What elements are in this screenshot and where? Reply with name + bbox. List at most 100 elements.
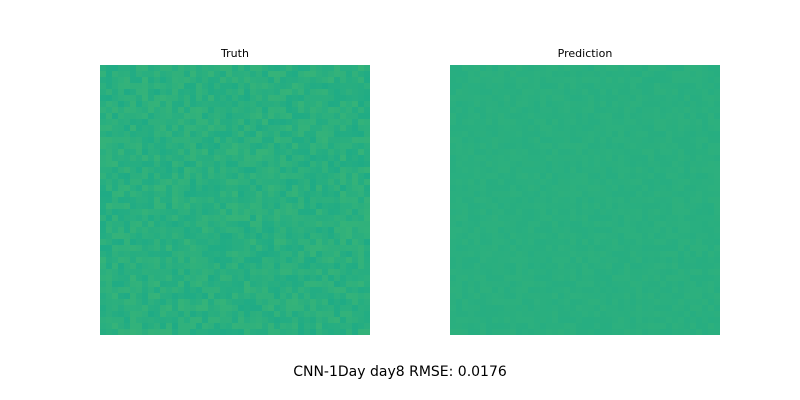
heatmap-cell bbox=[474, 71, 481, 78]
heatmap-cell bbox=[570, 71, 577, 78]
heatmap-cell bbox=[298, 287, 305, 294]
heatmap-cell bbox=[588, 197, 595, 204]
heatmap-cell bbox=[316, 233, 323, 240]
heatmap-cell bbox=[334, 95, 341, 102]
heatmap-cell bbox=[244, 83, 251, 90]
heatmap-cell bbox=[166, 155, 173, 162]
heatmap-cell bbox=[636, 221, 643, 228]
heatmap-cell bbox=[118, 269, 125, 276]
heatmap-cell bbox=[552, 311, 559, 318]
heatmap-cell bbox=[618, 125, 625, 132]
heatmap-cell bbox=[346, 83, 353, 90]
heatmap-cell bbox=[118, 233, 125, 240]
heatmap-cell bbox=[154, 95, 161, 102]
heatmap-cell bbox=[280, 185, 287, 192]
heatmap-cell bbox=[124, 77, 131, 84]
heatmap-cell bbox=[672, 77, 679, 84]
heatmap-cell bbox=[220, 305, 227, 312]
heatmap-cell bbox=[232, 185, 239, 192]
heatmap-cell bbox=[292, 299, 299, 306]
heatmap-cell bbox=[316, 83, 323, 90]
heatmap-cell bbox=[154, 233, 161, 240]
heatmap-cell bbox=[666, 185, 673, 192]
heatmap-cell bbox=[480, 167, 487, 174]
heatmap-cell bbox=[124, 119, 131, 126]
heatmap-cell bbox=[618, 305, 625, 312]
heatmap-cell bbox=[600, 269, 607, 276]
heatmap-cell bbox=[154, 203, 161, 210]
heatmap-cell bbox=[708, 101, 715, 108]
heatmap-cell bbox=[696, 113, 703, 120]
heatmap-cell bbox=[576, 197, 583, 204]
heatmap-cell bbox=[154, 317, 161, 324]
heatmap-cell bbox=[600, 155, 607, 162]
heatmap-cell bbox=[456, 203, 463, 210]
heatmap-cell bbox=[714, 281, 720, 288]
heatmap-cell bbox=[178, 149, 185, 156]
heatmap-cell bbox=[358, 83, 365, 90]
heatmap-cell bbox=[286, 251, 293, 258]
heatmap-cell bbox=[262, 275, 269, 282]
heatmap-cell bbox=[594, 215, 601, 222]
heatmap-cell bbox=[118, 71, 125, 78]
heatmap-cell bbox=[208, 263, 215, 270]
heatmap-cell bbox=[510, 185, 517, 192]
heatmap-cell bbox=[292, 179, 299, 186]
heatmap-cell bbox=[558, 137, 565, 144]
heatmap-cell bbox=[244, 323, 251, 330]
heatmap-cell bbox=[672, 161, 679, 168]
heatmap-cell bbox=[340, 317, 347, 324]
heatmap-cell bbox=[666, 227, 673, 234]
heatmap-cell bbox=[232, 221, 239, 228]
heatmap-cell bbox=[238, 83, 245, 90]
heatmap-cell bbox=[340, 89, 347, 96]
heatmap-cell bbox=[468, 209, 475, 216]
heatmap-cell bbox=[106, 251, 113, 258]
heatmap-cell bbox=[462, 311, 469, 318]
heatmap-cell bbox=[516, 131, 523, 138]
heatmap-cell bbox=[118, 197, 125, 204]
heatmap-cell bbox=[304, 113, 311, 120]
heatmap-cell bbox=[124, 155, 131, 162]
heatmap-cell bbox=[456, 221, 463, 228]
heatmap-cell bbox=[504, 203, 511, 210]
heatmap-cell bbox=[316, 65, 323, 72]
heatmap-cell bbox=[564, 77, 571, 84]
heatmap-cell bbox=[516, 203, 523, 210]
heatmap-cell bbox=[642, 329, 649, 335]
heatmap-cell bbox=[702, 107, 709, 114]
heatmap-cell bbox=[310, 119, 317, 126]
heatmap-cell bbox=[214, 101, 221, 108]
heatmap-cell bbox=[708, 143, 715, 150]
heatmap-cell bbox=[582, 323, 589, 330]
heatmap-cell bbox=[256, 245, 263, 252]
heatmap-cell bbox=[166, 83, 173, 90]
heatmap-cell bbox=[552, 257, 559, 264]
heatmap-cell bbox=[334, 167, 341, 174]
heatmap-cell bbox=[636, 239, 643, 246]
heatmap-cell bbox=[702, 137, 709, 144]
heatmap-cell bbox=[696, 95, 703, 102]
heatmap-cell bbox=[298, 311, 305, 318]
heatmap-cell bbox=[256, 131, 263, 138]
heatmap-cell bbox=[160, 107, 167, 114]
heatmap-cell bbox=[196, 83, 203, 90]
heatmap-cell bbox=[136, 239, 143, 246]
heatmap-cell bbox=[480, 125, 487, 132]
heatmap-cell bbox=[106, 65, 113, 72]
heatmap-cell bbox=[504, 161, 511, 168]
heatmap-cell bbox=[702, 203, 709, 210]
heatmap-cell bbox=[606, 155, 613, 162]
heatmap-cell bbox=[304, 125, 311, 132]
heatmap-cell bbox=[600, 131, 607, 138]
heatmap-cell bbox=[714, 71, 720, 78]
heatmap-cell bbox=[274, 179, 281, 186]
heatmap-cell bbox=[304, 305, 311, 312]
heatmap-cell bbox=[244, 281, 251, 288]
heatmap-cell bbox=[612, 245, 619, 252]
heatmap-cell bbox=[268, 131, 275, 138]
heatmap-cell bbox=[280, 167, 287, 174]
heatmap-cell bbox=[714, 323, 720, 330]
heatmap-cell bbox=[666, 293, 673, 300]
heatmap-cell bbox=[492, 197, 499, 204]
